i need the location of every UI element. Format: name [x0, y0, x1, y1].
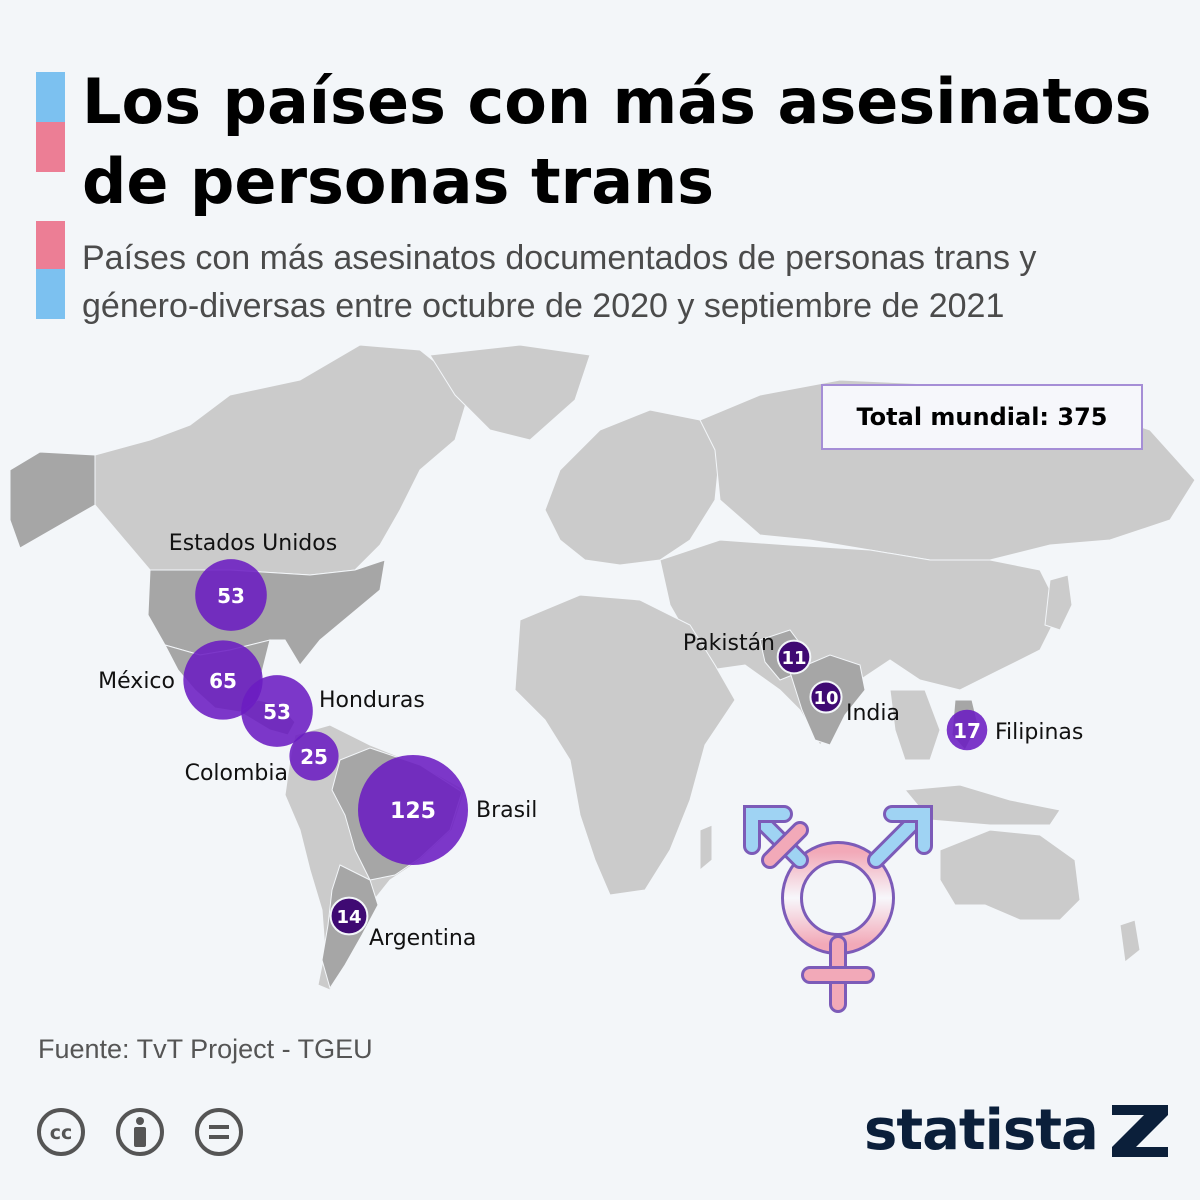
land-asia: [659, 539, 1061, 746]
country-label-argentina: Argentina: [369, 926, 476, 951]
land-new-zealand: [1119, 919, 1141, 963]
svg-text:cc: cc: [50, 1122, 73, 1144]
bubble-value-india: 10: [813, 688, 838, 709]
land-southeast-asia: [889, 689, 941, 761]
country-label-mexico: México: [98, 669, 175, 694]
bubble-value-colombia: 25: [300, 745, 328, 769]
country-label-india: India: [846, 701, 900, 726]
no-derivatives-icon[interactable]: [195, 1108, 243, 1156]
bubble-mexico: [183, 640, 263, 720]
land-japan: [1044, 574, 1073, 631]
total-label: Total mundial: 375: [856, 403, 1108, 431]
bubble-honduras: [241, 675, 313, 747]
land-africa: [514, 594, 736, 896]
total-box: Total mundial: 375: [821, 384, 1143, 450]
brand-name: statista: [864, 1098, 1099, 1163]
bubble-colombia: [289, 731, 339, 781]
page-subtitle: Países con más asesinatos documentados d…: [82, 234, 1192, 330]
statista-logo[interactable]: statista: [864, 1098, 1172, 1163]
flag-bar-pink-top: [36, 122, 65, 172]
land-indonesia: [904, 784, 1061, 826]
flag-bar-pink-bottom: [36, 221, 65, 269]
bubble-filipinas: [946, 709, 988, 751]
country-label-brasil: Brasil: [476, 798, 537, 823]
statista-logo-icon: [1111, 1104, 1168, 1157]
land-madagascar: [699, 824, 713, 872]
land-alaska: [9, 451, 96, 549]
flag-bar-blue-top: [36, 72, 65, 122]
country-label-colombia: Colombia: [185, 761, 288, 786]
flag-bar-blue-bottom: [36, 269, 65, 319]
bubble-brasil: [358, 755, 468, 865]
bubble-value-filipinas: 17: [953, 719, 981, 743]
bubble-value-honduras: 53: [263, 700, 291, 724]
bubble-value-mexico: 65: [209, 669, 237, 693]
subtitle-line-2: género-diversas entre octubre de 2020 y …: [82, 287, 1005, 325]
bubble-value-argentina: 14: [336, 907, 361, 928]
bubble-value-pakistan: 11: [781, 648, 806, 669]
transgender-symbol-icon: [743, 805, 933, 1013]
bubble-argentina: [329, 896, 369, 936]
creative-commons-icon[interactable]: cc: [37, 1108, 85, 1156]
subtitle-line-1: Países con más asesinatos documentados d…: [82, 239, 1037, 277]
bubble-layer: [183, 559, 988, 936]
land-europe: [544, 409, 721, 566]
title-line-2: de personas trans: [82, 145, 715, 218]
bubble-estados-unidos: [195, 559, 267, 631]
country-label-estados-unidos: Estados Unidos: [169, 531, 337, 556]
title-line-1: Los países con más asesinatos: [82, 65, 1152, 138]
attribution-icon[interactable]: [116, 1108, 164, 1156]
bubble-value-estados-unidos: 53: [217, 584, 245, 608]
license-icons: cc: [37, 1108, 243, 1156]
bubble-value-brasil: 125: [390, 799, 436, 824]
page-title: Los países con más asesinatos de persona…: [82, 62, 1182, 222]
country-label-honduras: Honduras: [319, 688, 425, 713]
country-label-filipinas: Filipinas: [995, 720, 1083, 745]
label-layer: 125 Brasil 65 México 53 Estados Unidos 53 Hondu…: [98, 531, 1083, 951]
land-australia: [939, 829, 1081, 921]
bubble-india: [809, 680, 843, 714]
source-text: Fuente: TvT Project - TGEU: [38, 1034, 373, 1064]
land-greenland: [429, 344, 591, 441]
country-label-pakistan: Pakistán: [683, 631, 775, 656]
bubble-pakistan: [776, 639, 812, 675]
